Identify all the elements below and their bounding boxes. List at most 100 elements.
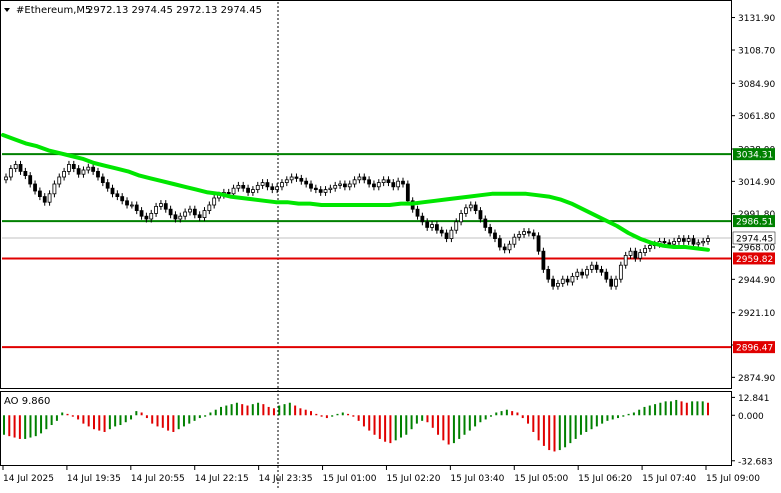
level-price-label: 2896.47 (736, 344, 773, 354)
candle-body (28, 175, 33, 185)
current-price-tag (732, 231, 776, 245)
candle-body (526, 231, 531, 234)
candle-body (115, 193, 120, 198)
candle-body (454, 221, 459, 231)
y-tick-label: 3108.70 (738, 47, 775, 57)
candle-body (4, 176, 8, 181)
x-tick-label: 15 Jul 05:00 (514, 474, 568, 484)
candle-body (81, 169, 86, 175)
candle-body (347, 183, 352, 188)
candle-body (313, 187, 318, 190)
candle-body (159, 203, 163, 207)
candle-body (67, 163, 71, 172)
candle-body (585, 268, 589, 276)
x-tick-label: 15 Jul 03:40 (450, 474, 504, 484)
candle-body (251, 189, 255, 193)
ao-y-tick-label: -32.683 (738, 457, 773, 467)
candle-body (633, 250, 638, 259)
candle-body (163, 203, 168, 210)
candle-body (52, 183, 57, 195)
candle-body (691, 238, 696, 245)
candle-body (556, 282, 560, 287)
y-tick-label: 3014.90 (738, 178, 775, 188)
candle-body (696, 242, 701, 245)
candle-body (580, 271, 585, 276)
candle-body (512, 236, 517, 245)
candle-body (686, 238, 691, 242)
candle-body (178, 215, 183, 220)
candle-body (381, 179, 386, 184)
ao-y-tick-label: 0.000 (738, 412, 764, 422)
candle-body (57, 176, 62, 185)
candle-body (13, 163, 18, 169)
candle-body (604, 271, 609, 280)
candle-body (618, 264, 623, 280)
x-tick-label: 15 Jul 09:00 (706, 474, 760, 484)
x-tick-label: 15 Jul 02:20 (386, 474, 440, 484)
candle-body (483, 218, 488, 228)
candles (4, 160, 710, 290)
candle-body (338, 183, 342, 186)
candle-body (517, 233, 522, 238)
candle-body (37, 190, 42, 197)
candle-body (497, 238, 502, 248)
candle-body (531, 232, 536, 237)
x-tick-label: 15 Jul 07:40 (642, 474, 696, 484)
y-tick-label: 2968.00 (738, 244, 775, 254)
candle-body (570, 275, 575, 283)
candle-body (231, 187, 236, 195)
candle-body (129, 204, 134, 207)
ao-y-tick-label: 12.841 (738, 394, 770, 404)
current-price-label: 2974.45 (736, 234, 773, 244)
candle-body (139, 210, 144, 217)
candle-body (260, 182, 265, 186)
candle-body (386, 179, 391, 184)
candle-body (42, 196, 47, 203)
candle-body (86, 166, 91, 171)
candle-body (575, 271, 580, 277)
ma-line (1, 133, 710, 252)
candle-body (318, 189, 323, 193)
level-price-label: 2986.51 (736, 218, 773, 228)
main-plot-frame (0, 0, 732, 389)
x-tick-label: 14 Jul 20:55 (131, 474, 185, 484)
candle-body (299, 177, 304, 182)
candle-body (241, 184, 246, 189)
candle-body (672, 240, 677, 245)
y-tick-label: 3131.90 (738, 14, 775, 24)
candle-body (420, 215, 425, 223)
level-price-label: 3034.31 (736, 151, 773, 161)
candle-body (599, 268, 604, 273)
candle-body (96, 170, 100, 178)
candle-body (551, 278, 555, 287)
candle-body (154, 205, 158, 214)
candle-body (623, 254, 628, 266)
x-tick-label: 15 Jul 06:20 (578, 474, 632, 484)
candle-body (91, 166, 96, 172)
y-tick-label: 2944.90 (738, 276, 775, 286)
candle-body (328, 187, 333, 190)
candle-body (493, 232, 497, 239)
triangle-down-icon[interactable] (4, 8, 10, 12)
candle-body (125, 200, 129, 206)
candle-body (536, 235, 541, 252)
candle-body (255, 184, 260, 190)
candle-body (71, 163, 76, 169)
candle-body (638, 252, 643, 259)
candle-body (183, 211, 188, 217)
candle-body (396, 180, 401, 188)
candle-body (188, 208, 192, 213)
ohlc-values: 2972.13 2974.45 2972.13 2974.45 (87, 5, 262, 16)
ao-indicator-title: AO 9.860 (4, 396, 50, 407)
candle-body (105, 182, 110, 189)
candle-body (507, 243, 512, 251)
candle-body (677, 238, 681, 242)
candle-body (372, 183, 376, 188)
y-tick-label: 3061.80 (738, 112, 775, 122)
candle-body (265, 182, 270, 188)
candle-body (425, 221, 430, 228)
candle-body (168, 208, 173, 216)
x-tick-label: 14 Jul 22:15 (195, 474, 249, 484)
